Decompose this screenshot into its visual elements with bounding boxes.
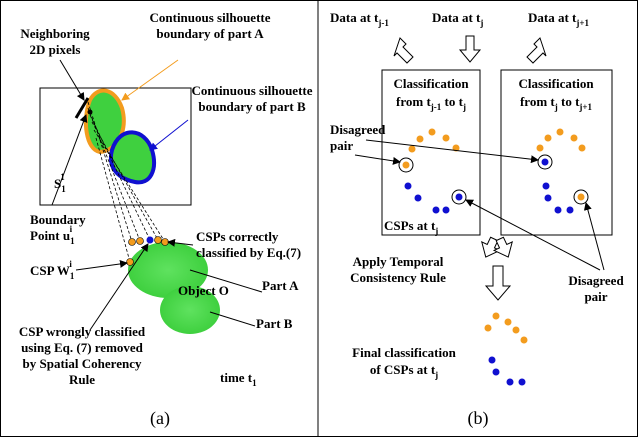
label: boundary of part B: [198, 99, 306, 114]
label: from tj to tj+1: [520, 94, 593, 112]
subscript: j: [434, 226, 438, 236]
subscript: 1: [70, 236, 75, 246]
label: pair: [584, 289, 607, 304]
label: Disagreed: [330, 122, 386, 137]
label: CSPs correctly: [196, 229, 279, 244]
text: time t: [220, 370, 253, 385]
label: Continuous silhouette: [150, 10, 271, 25]
subscript: 1: [252, 378, 257, 388]
label: Point u1i: [30, 224, 75, 246]
part-b-silhouette: [111, 132, 154, 182]
text: Point u: [30, 228, 70, 243]
label: Final classification: [352, 345, 456, 360]
subscript: j: [462, 102, 466, 112]
caption: (a): [150, 408, 170, 429]
label: Data at tj+1: [528, 10, 590, 28]
text: Data at t: [330, 10, 379, 25]
text: CSP W: [30, 263, 70, 278]
subscript: j: [479, 18, 483, 28]
caption: (b): [468, 408, 489, 429]
superscript: i: [69, 259, 72, 269]
label: Consistency Rule: [350, 270, 446, 285]
subscript: j+1: [575, 18, 589, 28]
label: Neighboring: [20, 26, 90, 41]
text: to t: [558, 94, 580, 109]
subscript: 1: [70, 271, 75, 281]
label: Disagreed: [568, 273, 624, 288]
superscript: 1: [60, 172, 65, 182]
csp-points-right: [537, 129, 589, 214]
label: Part B: [256, 316, 293, 331]
label: Classification: [393, 76, 469, 91]
csp-points-final: [485, 313, 528, 386]
label: Part A: [262, 278, 299, 293]
label: Continuous silhouette: [192, 83, 313, 98]
text: CSPs at t: [384, 218, 436, 233]
text: from t: [396, 94, 431, 109]
label: Classification: [518, 76, 594, 91]
label: Boundary: [30, 212, 86, 227]
label: CSP W1 i: [30, 259, 75, 281]
label: time t1: [220, 370, 257, 388]
subscript: j-1: [430, 102, 442, 112]
label: Data at tj: [432, 10, 483, 28]
text: to t: [441, 94, 463, 109]
boundary-point: [88, 110, 93, 115]
label: S11: [54, 172, 66, 194]
subscript: j: [434, 370, 438, 380]
subscript: 1: [61, 184, 66, 194]
label: 2D pixels: [30, 42, 81, 57]
label: CSP wrongly classified: [19, 324, 146, 339]
text: of CSPs at t: [370, 362, 436, 377]
label: pair: [330, 138, 353, 153]
label: of CSPs at tj: [370, 362, 438, 380]
text: Data at t: [528, 10, 577, 25]
label: CSPs at tj: [384, 218, 438, 236]
label: using Eq. (7) removed: [21, 340, 144, 355]
subscript: j+1: [578, 102, 592, 112]
label: from tj-1 to tj: [396, 94, 466, 112]
text: from t: [520, 94, 555, 109]
subscript: j-1: [377, 18, 389, 28]
label: Data at tj-1: [330, 10, 389, 28]
label: boundary of part A: [156, 26, 264, 41]
label: Object O: [178, 283, 229, 298]
figure: Neighboring 2D pixels Continuous silhoue…: [0, 0, 638, 437]
label: Rule: [69, 372, 95, 387]
label: Apply Temporal: [353, 254, 444, 269]
frame: [1, 1, 638, 437]
label: by Spatial Coherency: [23, 356, 142, 371]
text: Data at t: [432, 10, 481, 25]
csp-points-left: [399, 129, 466, 214]
label: classified by Eq.(7): [196, 245, 301, 260]
